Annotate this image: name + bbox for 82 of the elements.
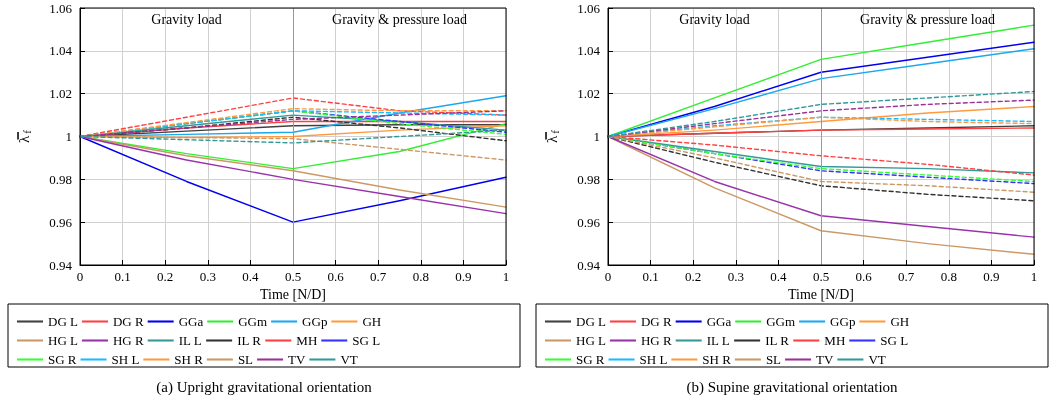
x-tick-label: 1 <box>1030 269 1038 284</box>
x-axis-title: Time [N/D] <box>260 287 326 303</box>
x-tick-label: 0.7 <box>370 269 387 284</box>
y-tick-label: 1.04 <box>577 43 601 59</box>
legend-label: DG L <box>48 314 79 329</box>
legend-label: DG R <box>640 314 672 329</box>
x-tick-label: 0.5 <box>812 269 830 284</box>
annotation: Gravity & pressure load <box>332 11 467 27</box>
y-tick-label: 0.96 <box>577 214 601 230</box>
legend-label: IL R <box>237 333 262 348</box>
x-tick-label: 0.1 <box>642 269 659 284</box>
legend-label: VT <box>340 352 358 367</box>
x-tick-label: 0.4 <box>770 269 788 284</box>
legend-label: GGm <box>766 314 796 329</box>
x-tick-label: 0.2 <box>685 269 702 284</box>
y-tick-label: 1.02 <box>49 86 72 102</box>
y-tick-label: 1.06 <box>577 0 601 16</box>
legend-label: GGa <box>178 314 204 329</box>
legend-label: HG R <box>112 333 144 348</box>
x-tick-label: 0.9 <box>455 269 472 284</box>
x-tick-label: 0.4 <box>242 269 260 284</box>
y-tick-label: 0.96 <box>49 214 73 230</box>
legend-label: GGp <box>830 314 856 329</box>
legend-label: SH L <box>639 352 668 367</box>
legend-label: SL <box>237 352 254 367</box>
y-axis-title: λ̿f <box>543 129 561 143</box>
legend-label: GGp <box>302 314 328 329</box>
text: (a) Upright gravitational orientation <box>156 378 373 396</box>
legend-label: GGa <box>706 314 732 329</box>
x-tick-label: 0.6 <box>855 269 873 284</box>
x-tick-label: 0.1 <box>114 269 131 284</box>
x-tick-label: 0.8 <box>412 269 429 284</box>
y-tick-label: 0.94 <box>577 257 601 273</box>
legend-label: DG R <box>112 314 144 329</box>
annotation: Gravity load <box>151 11 222 27</box>
legend-label: TV <box>288 352 306 367</box>
x-tick-label: 0.8 <box>940 269 957 284</box>
legend-label: SL <box>765 352 782 367</box>
x-tick-label: 0.2 <box>157 269 174 284</box>
x-tick-label: 0.5 <box>284 269 302 284</box>
x-tick-label: 0.3 <box>199 269 216 284</box>
legend-label: GH <box>362 314 382 329</box>
legend-label: MH <box>824 333 846 348</box>
legend-label: DG L <box>576 314 607 329</box>
legend-label: HG L <box>576 333 607 348</box>
y-tick-label: 0.98 <box>577 171 600 187</box>
y-tick-label: 1.02 <box>577 86 600 102</box>
legend-label: IL R <box>765 333 790 348</box>
legend-label: SH L <box>111 352 140 367</box>
y-axis-title: λ̿f <box>15 129 33 143</box>
x-tick-label: 0 <box>76 269 84 284</box>
legend-label: HG L <box>48 333 79 348</box>
legend-label: VT <box>868 352 886 367</box>
y-tick-label: 1 <box>593 129 600 144</box>
x-tick-label: 0.6 <box>327 269 345 284</box>
annotation: Gravity & pressure load <box>860 11 995 27</box>
annotation: Gravity load <box>679 11 750 27</box>
x-tick-label: 0.9 <box>983 269 1000 284</box>
legend-label: GGm <box>238 314 268 329</box>
legend-label: MH <box>296 333 318 348</box>
legend-label: SH R <box>174 352 204 367</box>
legend-label: IL L <box>706 333 730 348</box>
y-tick-label: 1 <box>65 129 72 144</box>
y-tick-label: 0.98 <box>49 171 72 187</box>
x-tick-label: 1 <box>502 269 510 284</box>
legend-label: SG L <box>880 333 909 348</box>
x-tick-label: 0 <box>604 269 612 284</box>
legend-label: IL L <box>178 333 202 348</box>
legend-label: SH R <box>702 352 732 367</box>
y-tick-label: 1.04 <box>49 43 73 59</box>
x-tick-label: 0.7 <box>898 269 915 284</box>
legend-label: HG R <box>640 333 672 348</box>
text: (b) Supine gravitational orientation <box>686 378 899 396</box>
legend-label: SG L <box>352 333 381 348</box>
legend-label: GH <box>890 314 910 329</box>
x-tick-label: 0.3 <box>727 269 744 284</box>
legend-label: SG R <box>576 352 605 367</box>
y-tick-label: 0.94 <box>49 257 73 273</box>
legend-label: SG R <box>48 352 77 367</box>
y-tick-label: 1.06 <box>49 0 73 16</box>
legend-label: TV <box>816 352 834 367</box>
x-axis-title: Time [N/D] <box>788 287 854 303</box>
